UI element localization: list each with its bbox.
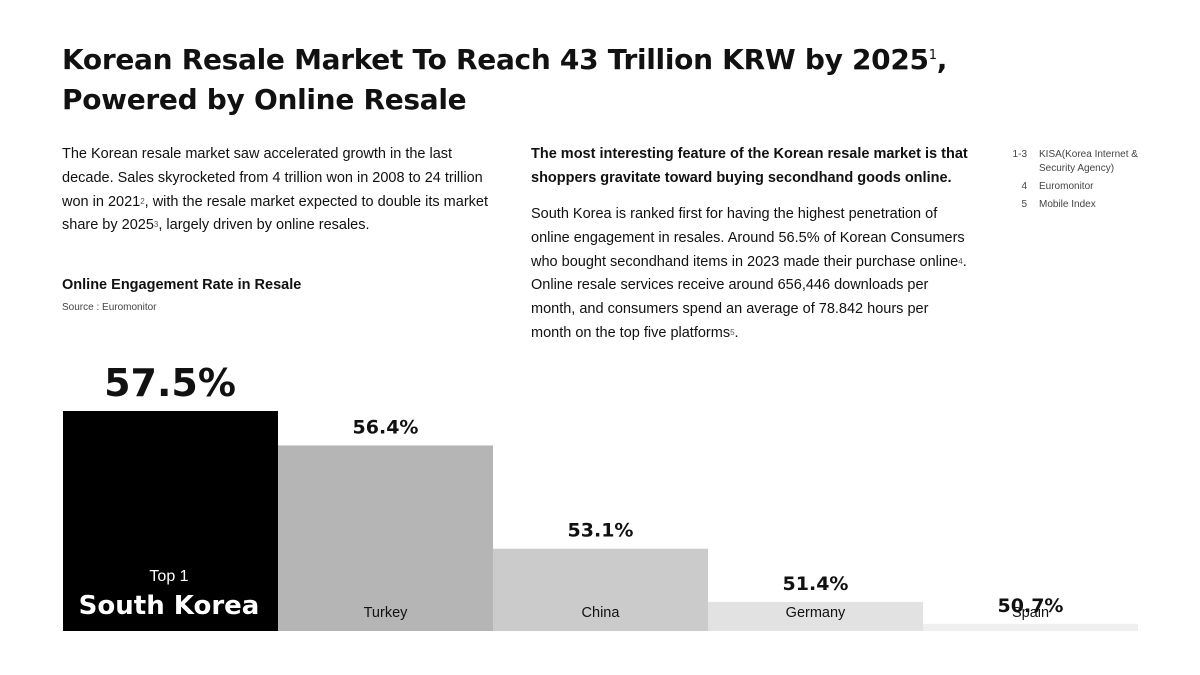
title-line-2: Powered by Online Resale <box>62 83 467 116</box>
reference-source: Euromonitor <box>1039 181 1094 192</box>
feature-text-3: . <box>734 324 739 341</box>
category-label-spain: Spain <box>1012 605 1049 621</box>
intro-text-2: , with the resale market expected to dou… <box>62 193 488 234</box>
page-title: Korean Resale Market To Reach 43 Trillio… <box>62 40 962 120</box>
intro-footnote-3: 3 <box>153 220 159 230</box>
value-label-turkey: 56.4% <box>353 416 419 438</box>
value-label-south-korea: 57.5% <box>104 361 236 405</box>
reference-source: Mobile Index <box>1039 199 1096 210</box>
bar-turkey <box>278 445 493 631</box>
category-label-turkey: Turkey <box>364 605 409 621</box>
feature-text-1: South Korea is ranked first for having t… <box>531 206 965 270</box>
category-label-south-korea: South Korea <box>79 591 260 621</box>
chart-source: Source : Euromonitor <box>62 302 157 313</box>
reference-item: 1-3 KISA(Korea Internet & Security Agenc… <box>1005 148 1155 176</box>
bar-south-korea <box>63 411 278 631</box>
title-footnote: 1 <box>928 48 937 63</box>
reference-number: 4 <box>1021 181 1027 192</box>
category-label-china: China <box>582 605 621 621</box>
category-label-germany: Germany <box>786 605 846 621</box>
reference-item: 5 Mobile Index <box>1005 198 1155 212</box>
reference-source: KISA(Korea Internet & Security Agency) <box>1039 149 1138 174</box>
feature-text-2: . Online resale services receive around … <box>531 253 967 341</box>
intro-paragraph: The Korean resale market saw accelerated… <box>62 143 502 238</box>
feature-lead: The most interesting feature of the Kore… <box>531 146 968 186</box>
reference-number: 1-3 <box>1012 149 1027 160</box>
value-label-china: 53.1% <box>568 520 634 542</box>
feature-footnote-4: 4 <box>958 256 963 266</box>
reference-item: 4 Euromonitor <box>1005 180 1155 194</box>
intro-text-1: The Korean resale market saw accelerated… <box>62 146 483 210</box>
bar-germany <box>708 601 923 631</box>
bar-spain <box>923 623 1138 631</box>
value-label-germany: 51.4% <box>783 573 849 595</box>
intro-footnote-2: 2 <box>140 196 145 206</box>
title-comma: , <box>936 43 948 76</box>
value-label-spain: 50.7% <box>998 595 1064 617</box>
feature-footnote-5: 5 <box>730 327 735 337</box>
feature-paragraph: South Korea is ranked first for having t… <box>531 203 971 346</box>
intro-text-3: , largely driven by online resales. <box>158 217 370 234</box>
title-line-1: Korean Resale Market To Reach 43 Trillio… <box>62 43 929 76</box>
top-rank-label: Top 1 <box>149 568 188 585</box>
references-list: 1-3 KISA(Korea Internet & Security Agenc… <box>1005 148 1155 216</box>
reference-number: 5 <box>1021 199 1027 210</box>
bar-china <box>493 548 708 631</box>
chart-title: Online Engagement Rate in Resale <box>62 277 302 293</box>
